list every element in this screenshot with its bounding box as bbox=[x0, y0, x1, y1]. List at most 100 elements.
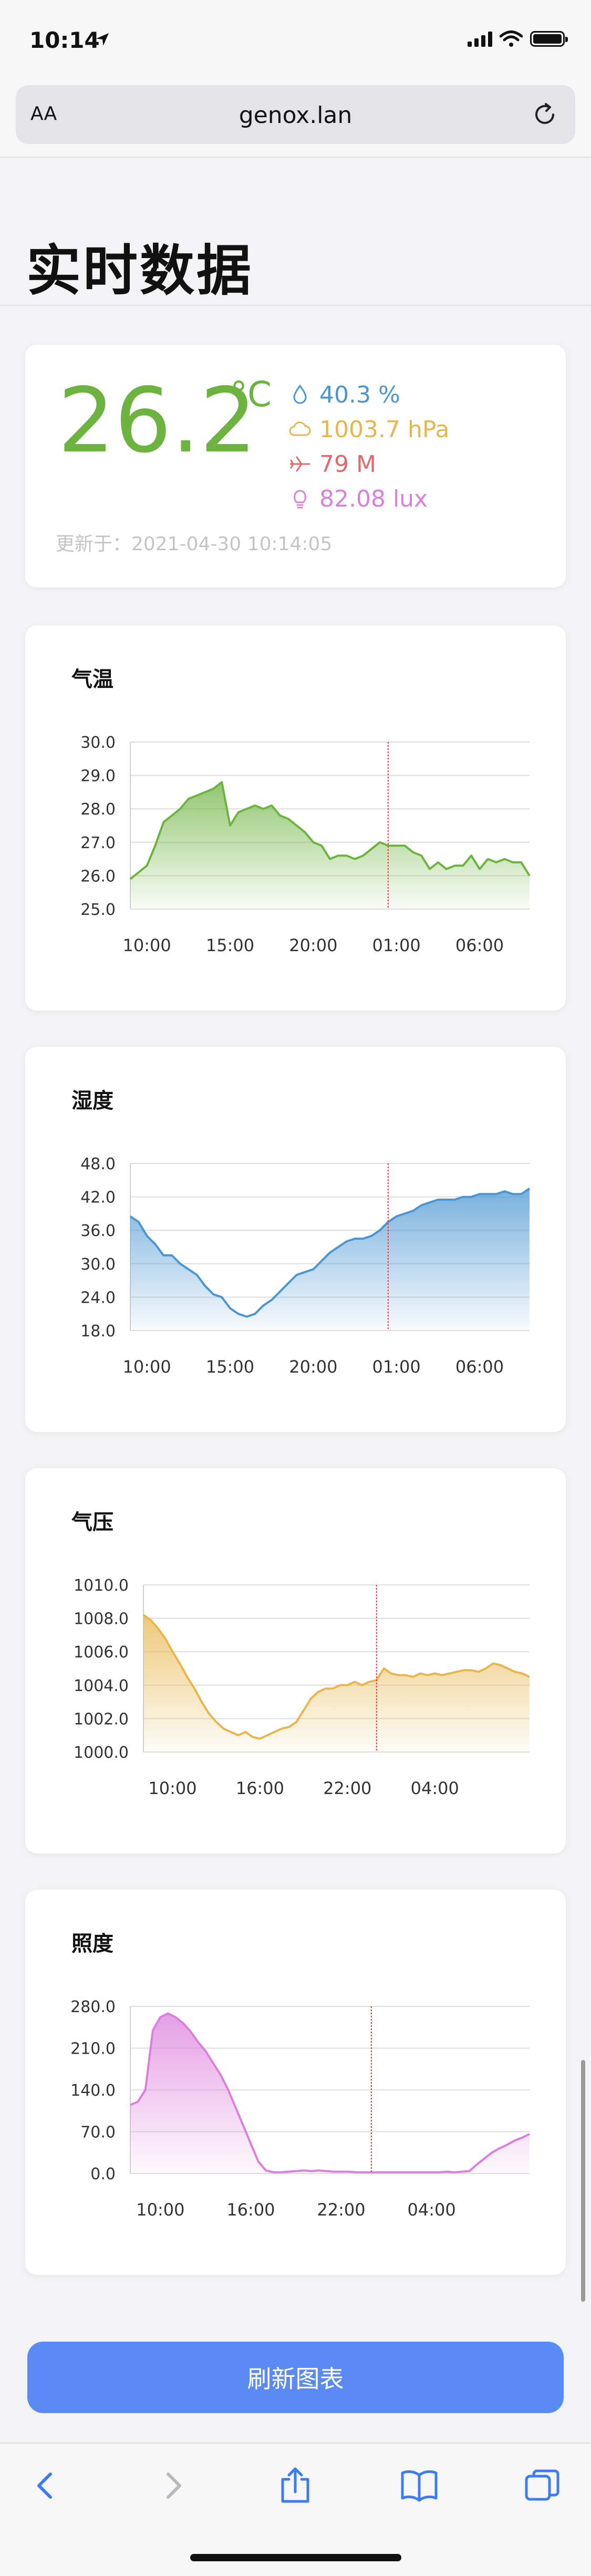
temperature-chart-card: 气温 30.0 29.0 28.0 27.0 26.0 25.0 10:00 15:00 20:… bbox=[25, 625, 566, 1011]
y-tick-label: 1000.0 bbox=[74, 1744, 129, 1762]
chart-title: 气压 bbox=[71, 1510, 113, 1534]
y-tick-label: 36.0 bbox=[80, 1222, 116, 1240]
series-line bbox=[130, 2012, 530, 2173]
y-tick-label: 210.0 bbox=[70, 2040, 116, 2058]
share-icon[interactable] bbox=[274, 2465, 316, 2507]
y-tick-label: 1002.0 bbox=[74, 1710, 129, 1728]
x-tick-label: 16:00 bbox=[236, 1778, 284, 1798]
series-area bbox=[130, 1188, 530, 1331]
light-bulb-icon bbox=[294, 490, 306, 509]
x-tick-label: 16:00 bbox=[226, 2200, 275, 2220]
illuminance-chart: 280.0 210.0 140.0 70.0 0.0 10:00 16:00 22:00 04:… bbox=[70, 1998, 530, 2220]
x-tick-label: 15:00 bbox=[206, 935, 254, 955]
y-tick-label: 25.0 bbox=[80, 901, 116, 919]
tabs-icon[interactable] bbox=[521, 2465, 563, 2507]
y-tick-label: 24.0 bbox=[80, 1289, 116, 1307]
x-tick-label: 22:00 bbox=[323, 1778, 371, 1798]
y-tick-label: 29.0 bbox=[80, 767, 116, 786]
text-size-button[interactable]: AA bbox=[30, 103, 57, 125]
cloud-icon bbox=[289, 421, 311, 436]
illuminance-chart-card: 照度 280.0 210.0 140.0 70.0 0.0 10:00 16:00 22:00… bbox=[25, 1890, 566, 2275]
temperature-chart: 30.0 29.0 28.0 27.0 26.0 25.0 10:00 15:00 20:00 0… bbox=[80, 734, 531, 955]
browser-address-area: AA genox.lan bbox=[0, 79, 591, 158]
last-updated-text: 更新于：2021-04-30 10:14:05 bbox=[56, 533, 333, 555]
y-tick-label: 28.0 bbox=[80, 800, 116, 819]
chart-title: 照度 bbox=[71, 1932, 113, 1956]
y-tick-label: 140.0 bbox=[70, 2082, 116, 2100]
bookmarks-icon[interactable] bbox=[398, 2465, 440, 2507]
temperature-unit: °C bbox=[230, 374, 272, 415]
metrics-list: 40.3 % 1003.7 hPa 79 M 82.08 lux bbox=[288, 377, 449, 516]
x-tick-label: 10:00 bbox=[136, 2200, 184, 2220]
altitude-value: 79 M bbox=[319, 450, 376, 478]
y-tick-label: 1008.0 bbox=[74, 1610, 129, 1629]
series-area bbox=[130, 782, 530, 909]
cellular-signal-icon bbox=[468, 31, 492, 47]
series-line bbox=[129, 781, 531, 880]
illuminance-value: 82.08 lux bbox=[319, 485, 428, 512]
y-tick-label: 70.0 bbox=[80, 2124, 116, 2142]
location-arrow-icon bbox=[96, 33, 109, 46]
wifi-icon bbox=[500, 30, 523, 47]
series-line bbox=[129, 1188, 531, 1318]
temperature-value: 26.2 bbox=[58, 369, 257, 473]
x-tick-label: 01:00 bbox=[372, 935, 421, 955]
humidity-reading: 40.3 % bbox=[288, 377, 449, 412]
y-tick-label: 26.0 bbox=[80, 867, 116, 885]
forward-icon[interactable] bbox=[151, 2465, 193, 2507]
y-tick-label: 18.0 bbox=[80, 1322, 116, 1341]
illuminance-reading: 82.08 lux bbox=[288, 481, 449, 516]
title-divider bbox=[0, 305, 591, 306]
x-tick-label: 04:00 bbox=[411, 1778, 459, 1798]
series-area bbox=[130, 2013, 530, 2173]
x-tick-label: 10:00 bbox=[123, 1357, 171, 1377]
address-bar[interactable]: AA genox.lan bbox=[16, 85, 575, 144]
x-tick-label: 15:00 bbox=[206, 1357, 254, 1377]
y-tick-label: 30.0 bbox=[80, 734, 116, 752]
refresh-charts-button[interactable]: 刷新图表 bbox=[27, 2342, 564, 2413]
battery-icon bbox=[530, 31, 568, 47]
reload-icon[interactable] bbox=[530, 100, 559, 129]
y-tick-label: 42.0 bbox=[80, 1189, 116, 1207]
y-tick-label: 280.0 bbox=[70, 1998, 116, 2016]
water-drop-icon bbox=[293, 384, 307, 404]
y-tick-label: 1004.0 bbox=[74, 1677, 129, 1695]
y-tick-label: 30.0 bbox=[80, 1255, 116, 1274]
humidity-value: 40.3 % bbox=[319, 381, 400, 408]
humidity-chart-card: 湿度 48.0 42.0 36.0 30.0 24.0 18.0 10:00 15:00 20:… bbox=[25, 1047, 566, 1432]
home-indicator bbox=[190, 2554, 401, 2561]
altitude-reading: 79 M bbox=[288, 447, 449, 481]
x-tick-label: 06:00 bbox=[455, 1357, 504, 1377]
x-tick-label: 04:00 bbox=[407, 2200, 455, 2220]
y-tick-label: 1006.0 bbox=[74, 1643, 129, 1662]
x-tick-label: 20:00 bbox=[289, 935, 337, 955]
y-tick-label: 1010.0 bbox=[74, 1576, 129, 1595]
y-tick-label: 0.0 bbox=[90, 2165, 116, 2183]
y-tick-label: 48.0 bbox=[80, 1155, 116, 1173]
chart-title: 湿度 bbox=[71, 1089, 113, 1113]
status-bar: 10:14 bbox=[0, 0, 591, 79]
current-readings-card: 26.2 °C 40.3 % 1003.7 hPa 79 M 82.08 lux… bbox=[25, 345, 566, 588]
x-tick-label: 22:00 bbox=[317, 2200, 365, 2220]
airplane-icon bbox=[289, 456, 310, 472]
series-line bbox=[142, 1614, 530, 1740]
x-tick-label: 06:00 bbox=[455, 935, 504, 955]
pressure-value: 1003.7 hPa bbox=[319, 416, 450, 443]
pressure-reading: 1003.7 hPa bbox=[288, 412, 449, 447]
y-tick-label: 27.0 bbox=[80, 834, 116, 852]
x-tick-label: 10:00 bbox=[123, 935, 171, 955]
pressure-chart: 1010.0 1008.0 1006.0 1004.0 1002.0 1000.0 10:0… bbox=[74, 1576, 530, 1798]
back-icon[interactable] bbox=[25, 2465, 67, 2507]
url-text[interactable]: genox.lan bbox=[239, 102, 352, 129]
x-tick-label: 10:00 bbox=[148, 1778, 196, 1798]
pressure-chart-card: 气压 1010.0 1008.0 1006.0 1004.0 1002.0 1000.0 1… bbox=[25, 1468, 566, 1853]
browser-toolbar bbox=[0, 2443, 591, 2576]
series-area bbox=[143, 1615, 530, 1752]
status-time: 10:14 bbox=[29, 27, 100, 53]
page-title: 实时数据 bbox=[26, 239, 254, 303]
scroll-indicator[interactable] bbox=[581, 2060, 585, 2302]
chart-title: 气温 bbox=[71, 667, 113, 692]
humidity-chart: 48.0 42.0 36.0 30.0 24.0 18.0 10:00 15:00 20:00 0… bbox=[80, 1155, 531, 1377]
x-tick-label: 20:00 bbox=[289, 1357, 337, 1377]
x-tick-label: 01:00 bbox=[372, 1357, 421, 1377]
